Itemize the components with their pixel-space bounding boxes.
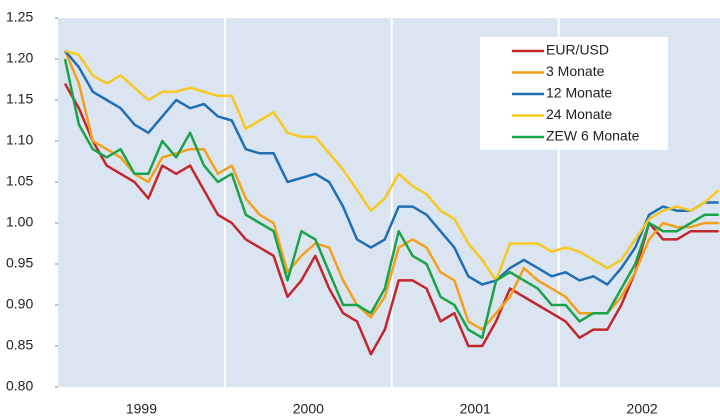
y-tick-label: 0.80 [6,378,33,394]
y-tick-label: 1.10 [6,132,33,148]
y-tick-label: 1.20 [6,50,33,66]
y-tick-label: 0.90 [6,296,33,312]
x-tick-label: 2002 [627,401,658,417]
y-tick-label: 1.00 [6,214,33,230]
series-line [63,58,719,340]
series-line [64,49,720,282]
y-tick-label: 1.15 [6,91,33,107]
y-tick-label: 1.05 [6,173,33,189]
x-tick-label: 2001 [460,401,491,417]
x-tick-label: 2000 [293,401,324,417]
legend-label: 3 Monate [546,63,605,79]
legend-box [480,37,668,150]
series-line [64,49,719,286]
y-tick-label: 0.85 [6,337,33,353]
legend-label: 24 Monate [546,106,612,122]
y-tick-label: 1.25 [6,9,33,25]
y-tick-label: 0.95 [6,255,33,271]
x-tick-label: 1999 [126,401,157,417]
legend-label: ZEW 6 Monate [546,128,640,144]
series-line [63,82,719,356]
legend-label: EUR/USD [546,42,609,58]
legend-label: 12 Monate [546,85,612,101]
